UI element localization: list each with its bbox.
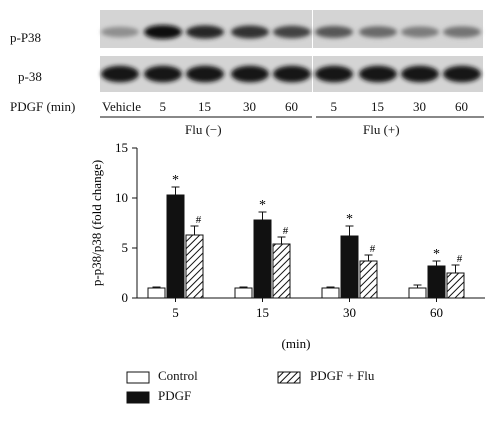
p38-band	[186, 65, 224, 83]
p-p38-band	[101, 26, 139, 38]
bar-pdgf	[253, 219, 272, 299]
significance-marker: *	[259, 198, 266, 213]
p38-band	[101, 65, 139, 83]
p-p38-band	[144, 25, 182, 39]
p38-band	[443, 65, 481, 83]
x-tick-label: 5	[172, 305, 179, 320]
y-tick-label: 15	[115, 140, 128, 155]
p-p38-band	[443, 26, 481, 38]
significance-marker: #	[196, 214, 202, 226]
significance-marker: #	[457, 253, 463, 265]
legend-label-control: Control	[158, 368, 198, 383]
blot-row-label-p38: p-38	[18, 69, 42, 84]
bar-pdgf-flu	[359, 260, 378, 299]
p38-band	[359, 65, 397, 83]
significance-marker: *	[346, 212, 353, 227]
y-tick-label: 0	[122, 290, 129, 305]
blot-image	[100, 10, 484, 118]
legend-swatch-pdgf-flu	[277, 371, 301, 384]
p-p38-band	[359, 26, 397, 38]
lane-label: Vehicle	[102, 99, 141, 114]
x-axis-label: (min)	[282, 336, 311, 351]
legend-swatch-control	[126, 371, 150, 384]
bar-pdgf-flu	[446, 272, 465, 299]
x-tick-label: 15	[256, 305, 269, 320]
bar-pdgf-flu	[185, 234, 204, 299]
bar-control	[408, 287, 427, 299]
y-tick-label: 5	[122, 240, 129, 255]
bar-chart: 0 5 10 15 p-p38/p38 (fold change) (min) 5 * #15 *…	[89, 140, 485, 351]
lane-label: 5	[159, 99, 167, 114]
pdgf-min-label: PDGF (min)	[10, 99, 76, 114]
lane-label: 60	[455, 99, 468, 114]
lane-label: 30	[243, 99, 256, 114]
legend-label-pdgf-flu: PDGF + Flu	[310, 368, 375, 383]
group-label-flu-minus: Flu (−)	[185, 122, 222, 137]
bar-pdgf	[427, 265, 446, 299]
p-p38-band	[273, 25, 311, 39]
p38-band	[144, 65, 182, 83]
p38-band	[401, 65, 439, 83]
bar-control	[234, 287, 253, 299]
bar-control	[321, 287, 340, 299]
lane-label: 5	[330, 99, 338, 114]
western-blot-panel: p-P38 p-38 PDGF (min) Vehicle 5 15 30 60 5 15 3…	[0, 0, 500, 140]
group-label-flu-plus: Flu (+)	[363, 122, 400, 137]
y-tick-label: 10	[115, 190, 128, 205]
p-p38-band	[315, 26, 353, 38]
lane-label: 60	[285, 99, 298, 114]
lane-label: 15	[198, 99, 211, 114]
legend-label-pdgf: PDGF	[158, 388, 192, 403]
blot-row-label-p-p38: p-P38	[10, 30, 42, 45]
x-tick-label: 60	[430, 305, 443, 320]
significance-marker: *	[172, 173, 179, 188]
lane-label: 15	[371, 99, 384, 114]
significance-marker: #	[283, 225, 289, 237]
significance-marker: #	[370, 243, 376, 255]
legend-swatch-pdgf	[126, 391, 150, 404]
bar-pdgf-flu	[272, 243, 291, 299]
p38-band	[273, 65, 311, 83]
y-axis-label: p-p38/p38 (fold change)	[89, 160, 104, 286]
p38-band	[231, 65, 269, 83]
bar-pdgf	[166, 194, 185, 299]
x-tick-label: 30	[343, 305, 356, 320]
p-p38-band	[401, 26, 439, 38]
p38-band	[315, 65, 353, 83]
p-p38-band	[231, 25, 269, 39]
bar-control	[147, 287, 166, 299]
p-p38-band	[186, 25, 224, 39]
significance-marker: *	[433, 247, 440, 262]
lane-label: 30	[413, 99, 426, 114]
bar-pdgf	[340, 235, 359, 299]
